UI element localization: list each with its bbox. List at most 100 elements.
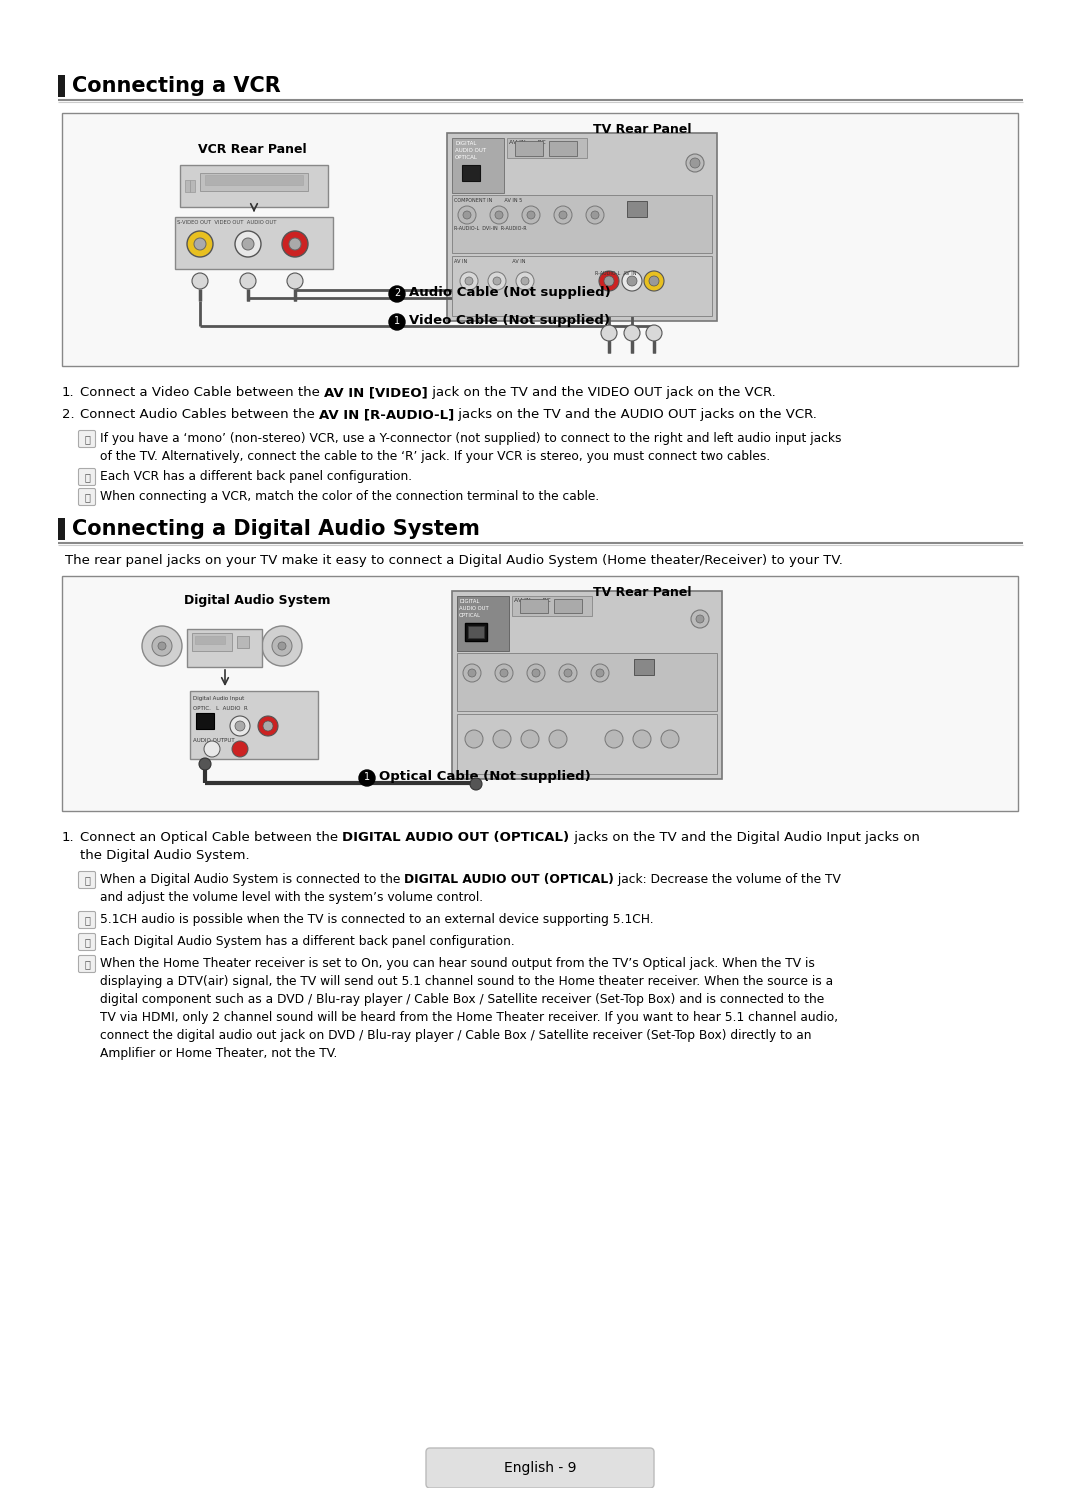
Text: AV IN [VIDEO]: AV IN [VIDEO]	[324, 385, 428, 399]
Text: jack on the TV and the VIDEO OUT jack on the VCR.: jack on the TV and the VIDEO OUT jack on…	[428, 385, 775, 399]
Circle shape	[527, 211, 535, 219]
Bar	[468, 626, 484, 638]
Circle shape	[258, 716, 278, 737]
Circle shape	[532, 670, 540, 677]
Circle shape	[282, 231, 308, 257]
Text: ⓘ: ⓘ	[84, 958, 90, 969]
Text: DIGITAL
AUDIO OUT
OPTICAL: DIGITAL AUDIO OUT OPTICAL	[459, 600, 489, 618]
Text: 1: 1	[394, 315, 400, 326]
Circle shape	[600, 324, 617, 341]
Text: and adjust the volume level with the system’s volume control.: and adjust the volume level with the sys…	[100, 891, 483, 905]
Text: jacks on the TV and the Digital Audio Input jacks on: jacks on the TV and the Digital Audio In…	[569, 830, 919, 844]
Text: Each Digital Audio System has a different back panel configuration.: Each Digital Audio System has a differen…	[100, 934, 515, 948]
Text: the Digital Audio System.: the Digital Audio System.	[80, 850, 249, 862]
Text: Audio Cable (Not supplied): Audio Cable (Not supplied)	[409, 286, 611, 299]
Text: AUDIO OUTPUT: AUDIO OUTPUT	[193, 738, 234, 743]
Text: English - 9: English - 9	[503, 1461, 577, 1475]
Circle shape	[649, 275, 659, 286]
Circle shape	[559, 664, 577, 682]
Bar	[180, 165, 328, 207]
FancyBboxPatch shape	[79, 955, 95, 973]
Circle shape	[272, 635, 292, 656]
Text: TV Rear Panel: TV Rear Panel	[593, 124, 691, 135]
Text: DIGITAL AUDIO OUT (OPTICAL): DIGITAL AUDIO OUT (OPTICAL)	[342, 830, 569, 844]
Text: R-AUDIO-L  DVI-IN  R-AUDIO-R: R-AUDIO-L DVI-IN R-AUDIO-R	[454, 226, 527, 231]
Circle shape	[522, 205, 540, 225]
Bar	[237, 635, 249, 647]
Text: 1.: 1.	[62, 385, 75, 399]
Circle shape	[686, 153, 704, 173]
Bar	[634, 659, 654, 676]
Circle shape	[586, 205, 604, 225]
Circle shape	[624, 324, 640, 341]
Bar	[519, 600, 548, 613]
Text: Connecting a Digital Audio System: Connecting a Digital Audio System	[72, 519, 480, 539]
Circle shape	[199, 757, 211, 769]
Circle shape	[633, 731, 651, 748]
Circle shape	[468, 670, 476, 677]
Circle shape	[158, 641, 166, 650]
Text: AV IN      PC: AV IN PC	[514, 598, 551, 603]
Bar	[457, 597, 509, 652]
Circle shape	[564, 670, 572, 677]
Bar	[190, 180, 195, 192]
Circle shape	[278, 641, 286, 650]
Circle shape	[492, 731, 511, 748]
Circle shape	[646, 324, 662, 341]
Text: If you have a ‘mono’ (non-stereo) VCR, use a Y-connector (not supplied) to conne: If you have a ‘mono’ (non-stereo) VCR, u…	[100, 432, 841, 463]
Text: The rear panel jacks on your TV make it easy to connect a Digital Audio System (: The rear panel jacks on your TV make it …	[65, 554, 842, 567]
Text: 1: 1	[364, 772, 370, 783]
Text: OPTIC.   L  AUDIO  R: OPTIC. L AUDIO R	[193, 705, 247, 711]
Bar	[447, 132, 717, 321]
Text: AV IN      PC: AV IN PC	[509, 140, 545, 144]
Circle shape	[644, 271, 664, 292]
Circle shape	[495, 211, 503, 219]
Text: 2: 2	[394, 289, 400, 298]
Bar	[175, 217, 333, 269]
Bar	[192, 632, 232, 652]
Bar	[457, 653, 717, 711]
Circle shape	[240, 272, 256, 289]
Text: ⓘ: ⓘ	[84, 472, 90, 482]
Circle shape	[599, 271, 619, 292]
Text: TV Rear Panel: TV Rear Panel	[593, 586, 691, 600]
Circle shape	[187, 231, 213, 257]
Text: Connect Audio Cables between the: Connect Audio Cables between the	[80, 408, 319, 421]
Bar	[58, 74, 65, 97]
FancyBboxPatch shape	[79, 933, 95, 951]
Text: 5.1CH audio is possible when the TV is connected to an external device supportin: 5.1CH audio is possible when the TV is c…	[100, 914, 653, 926]
Bar	[453, 591, 723, 780]
Text: jacks on the TV and the AUDIO OUT jacks on the VCR.: jacks on the TV and the AUDIO OUT jacks …	[455, 408, 818, 421]
Circle shape	[192, 272, 208, 289]
Text: 2.: 2.	[62, 408, 75, 421]
Circle shape	[591, 664, 609, 682]
Text: VCR Rear Panel: VCR Rear Panel	[198, 143, 307, 156]
Bar	[58, 518, 65, 540]
Circle shape	[490, 205, 508, 225]
Circle shape	[289, 238, 301, 250]
Text: Connect a Video Cable between the: Connect a Video Cable between the	[80, 385, 324, 399]
FancyBboxPatch shape	[79, 488, 95, 506]
Text: Digital Audio Input: Digital Audio Input	[193, 696, 244, 701]
Bar	[453, 138, 504, 193]
Bar	[515, 141, 543, 156]
FancyBboxPatch shape	[79, 469, 95, 485]
Circle shape	[204, 741, 220, 757]
Text: ⓘ: ⓘ	[84, 493, 90, 501]
Circle shape	[262, 626, 302, 667]
Circle shape	[141, 626, 183, 667]
Circle shape	[500, 670, 508, 677]
Text: When the Home Theater receiver is set to On, you can hear sound output from the : When the Home Theater receiver is set to…	[100, 957, 838, 1059]
Circle shape	[596, 670, 604, 677]
Text: ⓘ: ⓘ	[84, 937, 90, 946]
Bar	[185, 180, 190, 192]
Bar	[195, 713, 214, 729]
Text: Optical Cable (Not supplied): Optical Cable (Not supplied)	[379, 769, 591, 783]
Circle shape	[627, 275, 637, 286]
Text: Digital Audio System: Digital Audio System	[184, 594, 330, 607]
Circle shape	[460, 272, 478, 290]
Circle shape	[389, 286, 405, 302]
Text: jack: Decrease the volume of the TV: jack: Decrease the volume of the TV	[615, 873, 841, 885]
Text: DIGITAL AUDIO OUT (OPTICAL): DIGITAL AUDIO OUT (OPTICAL)	[404, 873, 615, 885]
Circle shape	[690, 158, 700, 168]
